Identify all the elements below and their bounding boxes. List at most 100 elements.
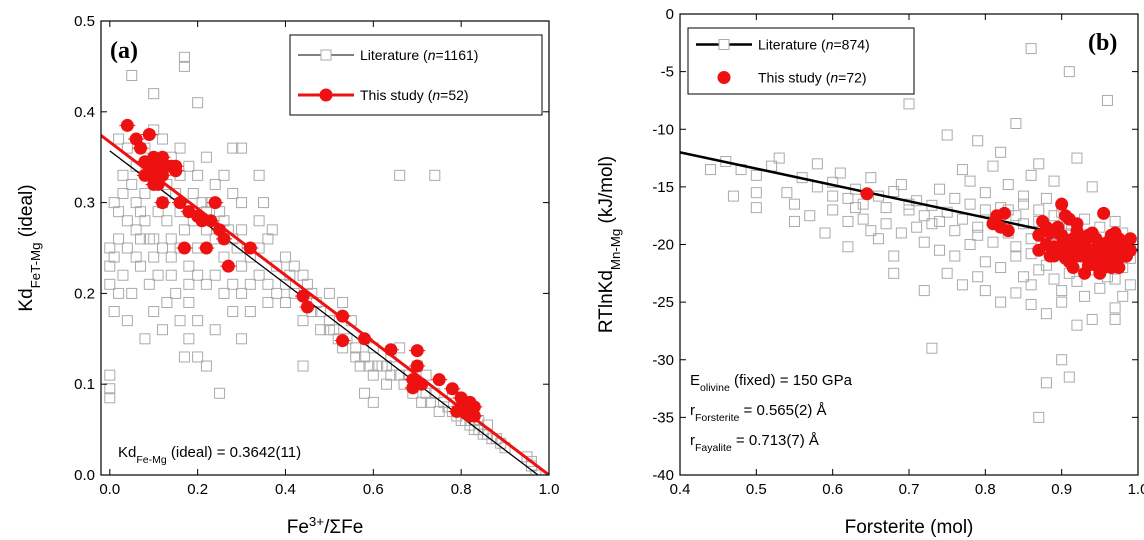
fit-line-literature <box>109 150 539 475</box>
literature-point <box>934 183 946 195</box>
literature-point <box>1109 215 1121 227</box>
literature-point <box>1094 282 1106 294</box>
literature-point <box>1071 319 1083 331</box>
legend-label: Literature (n=874) <box>758 37 870 53</box>
literature-point <box>113 133 125 145</box>
study-point <box>142 159 156 173</box>
literature-point <box>705 164 717 176</box>
literature-point <box>1025 169 1037 181</box>
literature-point <box>429 169 441 181</box>
study-point <box>1120 247 1134 261</box>
study-point <box>1123 232 1137 246</box>
literature-point <box>1010 250 1022 262</box>
literature-point <box>1033 204 1045 216</box>
literature-point <box>949 225 961 237</box>
literature-point <box>104 392 116 404</box>
literature-point <box>895 179 907 191</box>
y-axis-label: RTlnKdMn-Mg (kJ/mol) <box>596 156 623 333</box>
literature-point <box>987 160 999 172</box>
literature-point <box>1048 210 1060 222</box>
chart-panel-a: 0.0 0.2 0.4 0.6 0.8 1.0 0.0 0.1 0.2 0.3 0.4 0.5 Fe3+… <box>16 13 559 538</box>
literature-point <box>964 175 976 187</box>
literature-point <box>354 360 366 372</box>
literature-point <box>949 250 961 262</box>
literature-point <box>244 278 256 290</box>
literature-point <box>363 360 375 372</box>
literature-point <box>888 250 900 262</box>
legend-box <box>289 34 543 116</box>
study-point <box>204 214 218 228</box>
literature-point <box>183 333 195 345</box>
y-tick-label: -5 <box>661 64 674 81</box>
literature-point <box>880 218 892 230</box>
literature-point <box>227 142 239 154</box>
literature-point <box>135 206 147 218</box>
literature-point <box>121 242 133 254</box>
study-point <box>300 300 314 314</box>
literature-point <box>979 285 991 297</box>
y-tick-label: -40 <box>652 467 674 484</box>
literature-point <box>827 190 839 202</box>
study-point <box>410 344 424 358</box>
literature-point <box>964 198 976 210</box>
literature-point <box>941 129 953 141</box>
study-point <box>1100 255 1114 269</box>
legend: Literature (n=1161) This study (n=52) <box>289 34 543 116</box>
literature-point <box>139 188 151 200</box>
literature-point <box>1048 273 1060 285</box>
literature-point <box>416 396 428 408</box>
literature-point <box>1018 271 1029 283</box>
literature-point <box>301 278 313 290</box>
literature-point <box>903 204 915 216</box>
literature-point <box>1040 308 1052 320</box>
fit-annotation: rForsterite = 0.565(2) Å <box>690 402 826 424</box>
literature-point <box>1101 94 1113 106</box>
literature-point <box>183 160 195 172</box>
literature-point <box>104 383 116 395</box>
literature-point <box>288 260 300 272</box>
literature-point <box>192 169 204 181</box>
legend: Literature (n=874) This study (n=72) <box>687 27 915 95</box>
y-tick-label: 0.5 <box>74 13 95 30</box>
literature-point <box>126 287 138 299</box>
literature-point <box>857 213 869 225</box>
study-point <box>155 196 169 210</box>
literature-point <box>1018 190 1029 202</box>
y-tick-label: -20 <box>652 237 674 254</box>
literature-point <box>530 469 542 475</box>
literature-point <box>1010 241 1022 253</box>
literature-point <box>888 267 900 279</box>
literature-point <box>148 88 160 100</box>
literature-point <box>819 227 831 239</box>
literature-point <box>297 269 309 281</box>
literature-point <box>209 178 221 190</box>
literature-point <box>941 267 953 279</box>
study-point <box>1039 220 1053 234</box>
chart-panel-b: 0.4 0.5 0.6 0.7 0.8 0.9 1.0 0 -5 -10 -15 -20 -25 -30 -… <box>596 6 1144 538</box>
study-point <box>410 359 424 373</box>
literature-point <box>262 278 274 290</box>
literature-point <box>834 167 846 179</box>
literature-point <box>1086 181 1098 193</box>
literature-point <box>113 206 125 218</box>
literature-point <box>297 315 309 327</box>
literature-point <box>394 169 406 181</box>
literature-point <box>949 192 961 204</box>
plot-frame <box>100 20 550 476</box>
y-axis-label: KdFeT-Mg (ideal) <box>16 184 43 311</box>
literature-point <box>297 360 309 372</box>
literature-point <box>934 244 946 256</box>
literature-point <box>525 455 537 467</box>
y-tick-label: -35 <box>652 409 674 426</box>
literature-point <box>1048 175 1060 187</box>
x-tick-label: 1.0 <box>1128 481 1144 498</box>
literature-point <box>1109 302 1121 314</box>
literature-point <box>1071 275 1083 287</box>
study-point <box>432 373 446 387</box>
literature-point <box>750 187 762 199</box>
x-tick-label: 0.4 <box>670 481 691 498</box>
literature-point <box>200 151 212 163</box>
plot-area <box>680 43 1138 423</box>
literature-point <box>424 396 436 408</box>
